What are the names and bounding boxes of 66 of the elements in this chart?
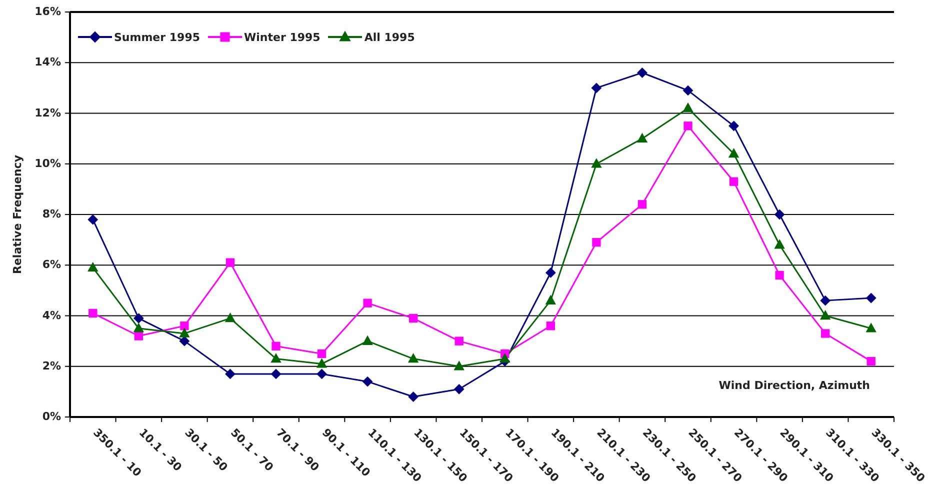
- point: [820, 296, 830, 306]
- point: [271, 354, 281, 363]
- point: [316, 358, 327, 368]
- point: [774, 210, 785, 220]
- point: [683, 85, 693, 96]
- y-tick-label: 14%: [34, 56, 61, 69]
- point: [88, 262, 98, 272]
- y-tick-label: 4%: [42, 308, 61, 322]
- point: [317, 349, 326, 358]
- point: [775, 270, 784, 280]
- point: [820, 310, 830, 320]
- point: [454, 361, 464, 370]
- point: [272, 342, 280, 350]
- y-axis-title: Relative Frequency: [11, 155, 24, 274]
- point: [316, 368, 327, 379]
- point: [546, 295, 556, 304]
- point: [454, 336, 464, 346]
- point: [592, 238, 601, 247]
- point: [500, 354, 510, 363]
- point: [866, 293, 876, 304]
- point: [774, 240, 785, 249]
- point: [408, 392, 418, 402]
- legend-label: All 1995: [364, 30, 415, 44]
- point: [408, 354, 418, 363]
- point: [454, 384, 464, 394]
- point: [88, 308, 98, 318]
- y-tick-label: 6%: [42, 258, 61, 272]
- y-tick-label: 16%: [34, 5, 61, 18]
- point: [179, 336, 190, 346]
- point: [363, 298, 372, 308]
- point: [866, 323, 876, 332]
- point: [729, 177, 738, 186]
- y-tick-label: 12%: [34, 106, 61, 120]
- x-axis-title: Wind Direction, Azimuth: [718, 379, 870, 392]
- point: [134, 323, 144, 332]
- y-tick-label: 10%: [34, 156, 61, 170]
- point: [88, 214, 98, 225]
- legend-label: Winter 1995: [244, 30, 320, 44]
- point: [362, 376, 373, 387]
- point: [271, 368, 281, 379]
- point: [362, 336, 373, 345]
- y-tick-label: 0%: [42, 410, 61, 424]
- y-tick-label: 8%: [42, 208, 61, 221]
- point: [638, 200, 647, 209]
- point: [226, 258, 235, 267]
- point: [728, 148, 739, 158]
- point: [684, 122, 692, 130]
- point: [180, 322, 189, 330]
- point: [637, 133, 648, 142]
- point: [546, 268, 556, 278]
- point: [637, 68, 648, 78]
- point: [225, 313, 236, 322]
- point: [591, 82, 602, 93]
- point: [683, 102, 693, 112]
- point: [821, 329, 830, 338]
- point: [225, 368, 236, 379]
- point: [591, 158, 602, 168]
- point: [409, 314, 418, 323]
- point: [179, 328, 190, 338]
- point: [728, 120, 739, 131]
- point: [134, 313, 144, 324]
- y-tick-label: 2%: [42, 359, 61, 372]
- point: [546, 322, 555, 330]
- legend-label: Summer 1995: [114, 30, 200, 44]
- point: [866, 356, 876, 366]
- point: [134, 332, 143, 340]
